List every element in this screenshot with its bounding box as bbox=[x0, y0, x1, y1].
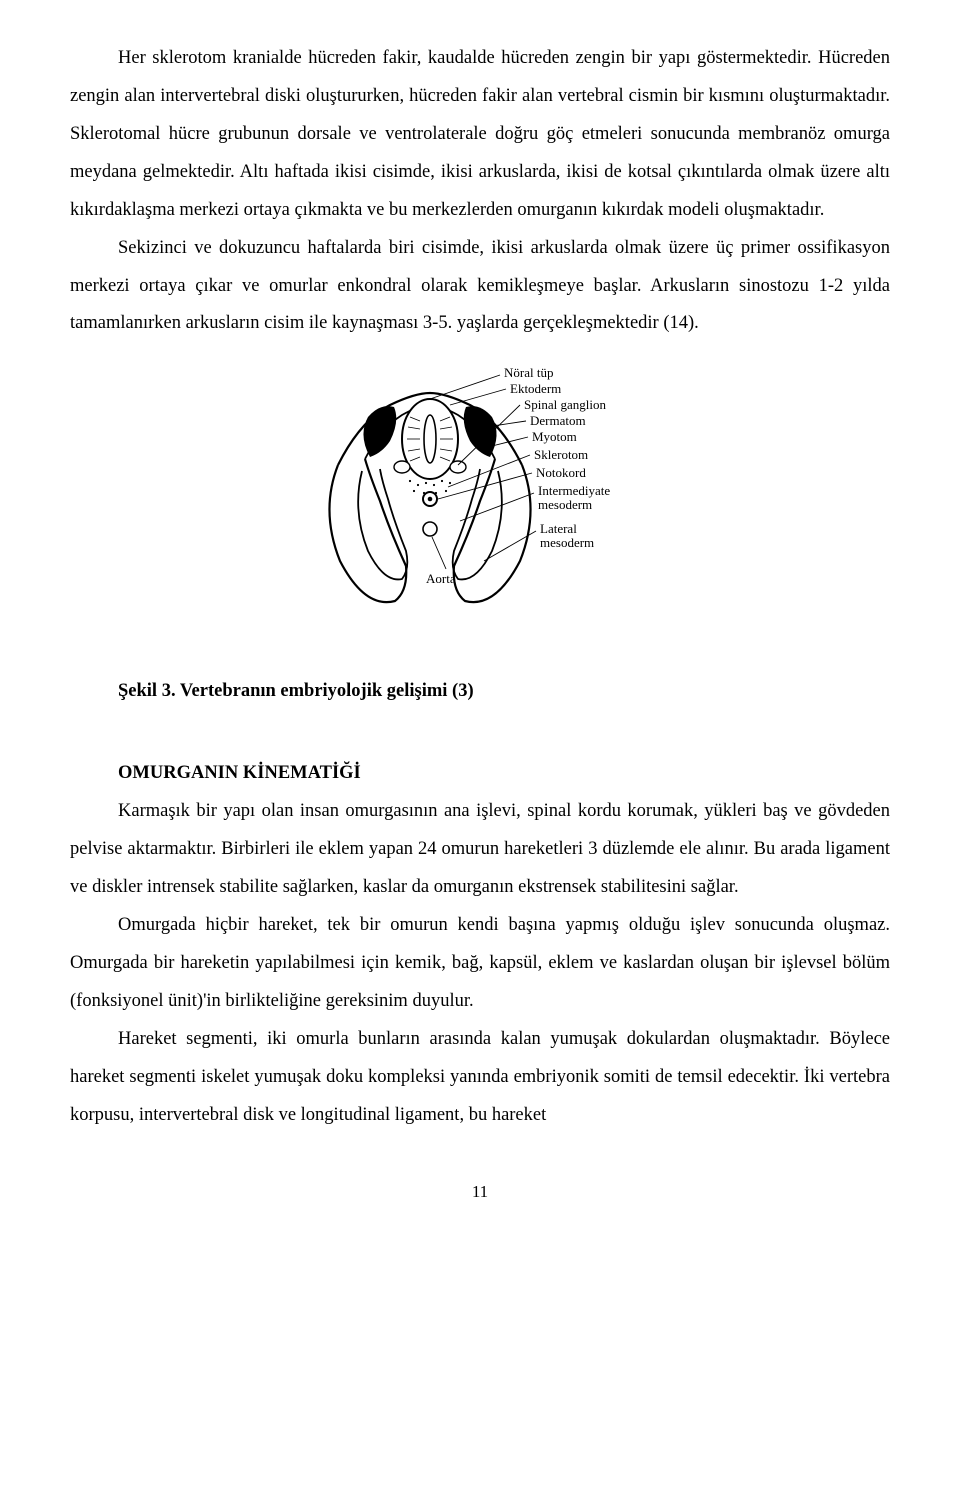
label-dermatom: Dermatom bbox=[530, 413, 586, 428]
section-heading-kinematik: OMURGANIN KİNEMATİĞİ bbox=[70, 755, 890, 793]
label-intermediyate: Intermediyate bbox=[538, 483, 610, 498]
label-lateral: Lateral bbox=[540, 521, 577, 536]
figure-3-caption: Şekil 3. Vertebranın embriyolojik gelişi… bbox=[70, 673, 890, 711]
body-paragraph-1: Her sklerotom kranialde hücreden fakir, … bbox=[70, 40, 890, 230]
label-aorta: Aorta bbox=[426, 571, 456, 586]
body-paragraph-2: Sekizinci ve dokuzuncu haftalarda biri c… bbox=[70, 230, 890, 344]
label-ektoderm: Ektoderm bbox=[510, 381, 561, 396]
body-paragraph-5: Hareket segmenti, iki omurla bunların ar… bbox=[70, 1021, 890, 1135]
label-spinal-ganglion: Spinal ganglion bbox=[524, 397, 606, 412]
body-paragraph-3: Karmaşık bir yapı olan insan omurgasının… bbox=[70, 793, 890, 907]
page-number: 11 bbox=[70, 1175, 890, 1210]
label-notokord: Notokord bbox=[536, 465, 586, 480]
body-paragraph-4: Omurgada hiçbir hareket, tek bir omurun … bbox=[70, 907, 890, 1021]
label-intermediyate2: mesoderm bbox=[538, 497, 592, 512]
label-lateral2: mesoderm bbox=[540, 535, 594, 550]
label-sklerotom: Sklerotom bbox=[534, 447, 588, 462]
figure-3: Nöral tüp Ektoderm Spinal ganglion Derma… bbox=[70, 361, 890, 621]
embryo-diagram: Nöral tüp Ektoderm Spinal ganglion Derma… bbox=[310, 361, 650, 621]
label-noral-tup: Nöral tüp bbox=[504, 365, 553, 380]
label-myotom: Myotom bbox=[532, 429, 577, 444]
